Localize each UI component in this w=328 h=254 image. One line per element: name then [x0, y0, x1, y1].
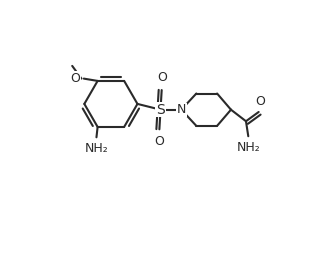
Text: N: N: [177, 103, 186, 116]
Text: O: O: [157, 71, 167, 84]
Text: O: O: [255, 95, 265, 108]
Text: O: O: [71, 72, 80, 85]
Text: S: S: [156, 103, 165, 117]
Text: O: O: [154, 135, 164, 148]
Text: NH₂: NH₂: [236, 141, 260, 154]
Text: NH₂: NH₂: [85, 142, 108, 155]
